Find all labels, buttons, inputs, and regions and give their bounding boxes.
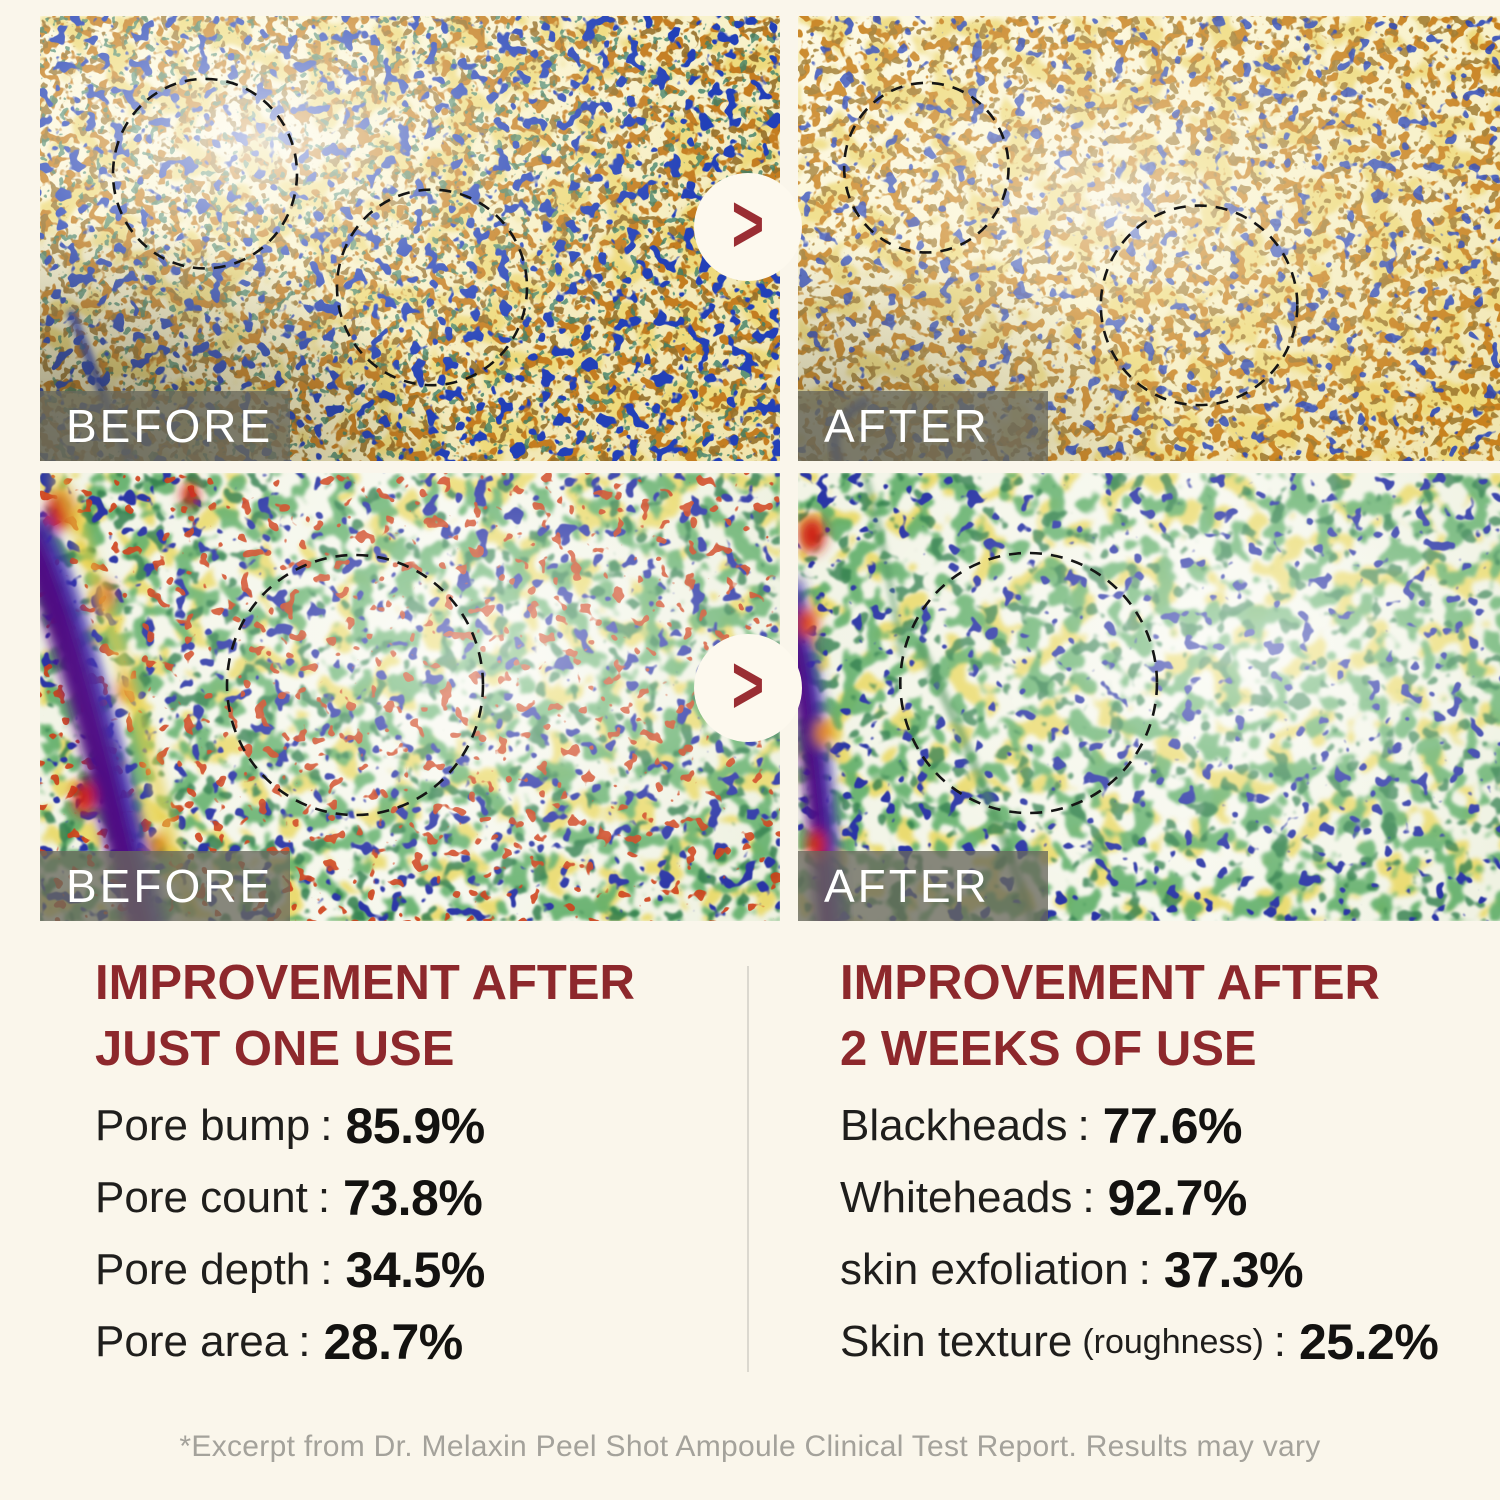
before-image-heatmap: BEFORE [40, 473, 780, 921]
chevron-right-icon: > [731, 177, 765, 271]
before-label-text: BEFORE [66, 400, 274, 452]
stat-row: Skin texture (roughness):25.2% [840, 1314, 1439, 1370]
after-image-heatmap: AFTER [798, 473, 1500, 921]
stat-row: Blackheads:77.6% [840, 1098, 1243, 1154]
results-column-one-use: IMPROVEMENT AFTER JUST ONE USE Pore bump… [95, 950, 635, 1378]
annotation-circle [1099, 204, 1299, 407]
skin-heatmap-after [798, 473, 1500, 921]
annotation-circle [111, 77, 299, 270]
arrow-badge-top: > [694, 173, 802, 281]
after-image-pores: AFTER [798, 16, 1500, 461]
skin-texture-before-top [40, 16, 780, 461]
chevron-right-icon: > [731, 638, 765, 732]
results-column-two-weeks: IMPROVEMENT AFTER 2 WEEKS OF USE Blackhe… [840, 950, 1439, 1378]
after-label-text: AFTER [824, 860, 990, 912]
before-label: BEFORE [40, 391, 290, 461]
annotation-circle [898, 551, 1159, 815]
stat-row: Pore area:28.7% [95, 1314, 463, 1370]
skin-heatmap-before [40, 473, 780, 921]
stat-row: Pore count:73.8% [95, 1170, 483, 1226]
annotation-circle [842, 81, 1010, 254]
stat-row: Pore bump:85.9% [95, 1098, 485, 1154]
before-label: BEFORE [40, 851, 290, 921]
stat-row: skin exfoliation:37.3% [840, 1242, 1304, 1298]
stat-row: Pore depth:34.5% [95, 1242, 485, 1298]
results-title-left: IMPROVEMENT AFTER JUST ONE USE [95, 956, 635, 1076]
annotation-circle [335, 188, 529, 387]
after-label: AFTER [798, 391, 1048, 461]
skin-texture-after-top [798, 16, 1500, 461]
after-label: AFTER [798, 851, 1048, 921]
after-label-text: AFTER [824, 400, 990, 452]
arrow-badge-bottom: > [694, 634, 802, 742]
disclaimer-footnote: *Excerpt from Dr. Melaxin Peel Shot Ampo… [179, 1430, 1321, 1463]
annotation-circle [225, 553, 485, 817]
before-label-text: BEFORE [66, 860, 274, 912]
column-divider [747, 966, 749, 1372]
results-title-right: IMPROVEMENT AFTER 2 WEEKS OF USE [840, 956, 1380, 1076]
stat-row: Whiteheads:92.7% [840, 1170, 1247, 1226]
before-image-pores: BEFORE [40, 16, 780, 461]
